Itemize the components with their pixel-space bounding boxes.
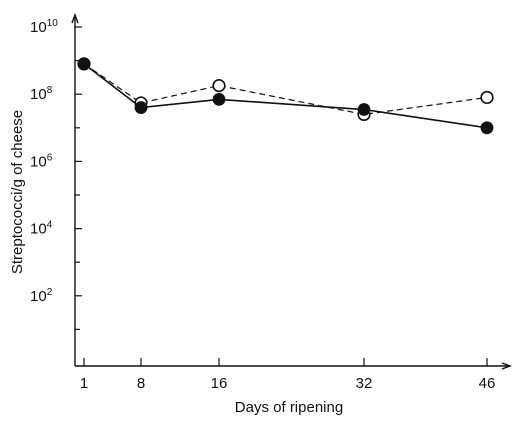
series-1-point bbox=[77, 57, 91, 71]
x-tick-label: 8 bbox=[137, 375, 145, 392]
series-1-point bbox=[357, 103, 371, 116]
series-1-point bbox=[212, 93, 226, 106]
series-1-point bbox=[480, 121, 494, 135]
y-tick-label: 104 bbox=[30, 220, 53, 238]
series-2-point bbox=[212, 79, 226, 93]
y-axis-arrow bbox=[71, 13, 79, 24]
y-tick-label: 106 bbox=[30, 152, 53, 170]
y-tick-label: 102 bbox=[30, 287, 53, 305]
y-axis-label: Streptococci/g of cheese bbox=[9, 110, 26, 274]
series-1-point bbox=[134, 101, 148, 114]
series-2-point bbox=[480, 90, 494, 105]
x-tick-label: 46 bbox=[479, 375, 496, 392]
x-tick-label: 1 bbox=[80, 375, 88, 392]
x-axis-arrow bbox=[501, 362, 512, 370]
x-tick-label: 32 bbox=[356, 375, 373, 392]
x-axis-label: Days of ripening bbox=[235, 399, 343, 416]
y-tick-label: 1010 bbox=[30, 18, 58, 36]
y-tick-label: 108 bbox=[30, 85, 53, 103]
x-tick-label: 16 bbox=[211, 375, 228, 392]
series-1-line bbox=[83, 63, 488, 129]
